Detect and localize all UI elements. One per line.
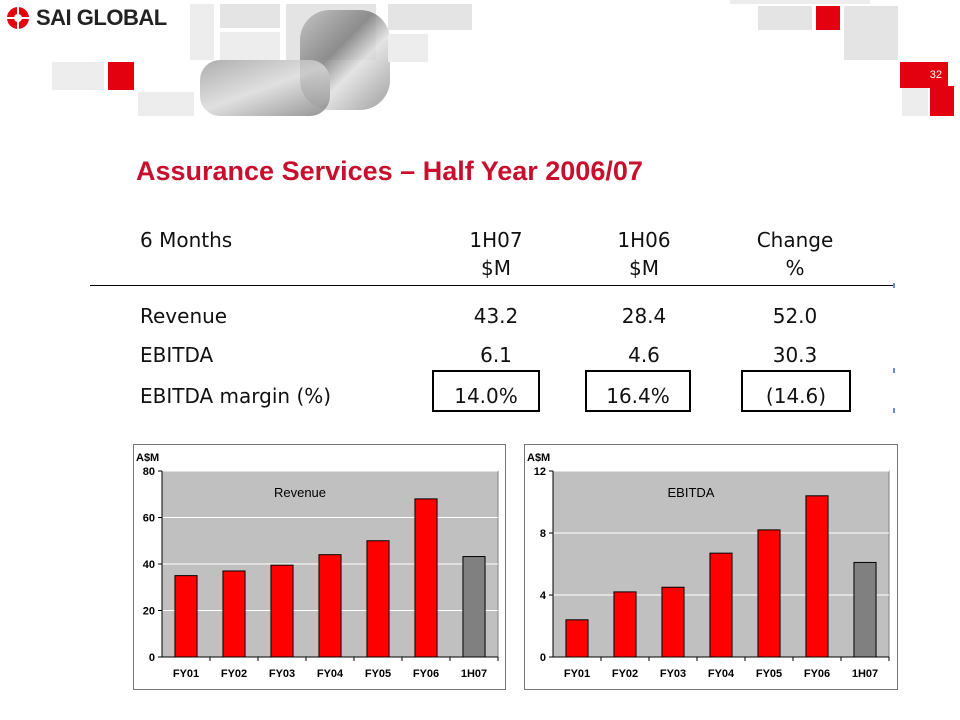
y-tick-label: 8 [540, 528, 546, 540]
marker-tick [893, 283, 895, 288]
y-tick-label: 80 [143, 466, 155, 478]
x-tick-label: FY01 [564, 668, 590, 680]
row-change-value: 52.0 [772, 304, 818, 328]
x-tick-label: FY03 [269, 668, 295, 680]
marker-tick [893, 408, 895, 413]
row-1h06-value: 28.4 [621, 304, 667, 328]
bar [222, 570, 246, 658]
row-1h06-value: 16.4% [606, 384, 670, 408]
bar [366, 540, 390, 658]
y-axis-label: A$M [527, 452, 550, 464]
bar [853, 561, 877, 658]
ebitda-chart: A$M 0 4 8 12 FY01 FY02 FY03 FY04 FY05 FY06 1H07 EBIT… [524, 444, 898, 690]
header-divider [90, 285, 894, 286]
x-tick-label: FY03 [660, 668, 686, 680]
bar [613, 591, 637, 658]
row-1h07-value: 6.1 [480, 343, 512, 367]
page-title: Assurance Services – Half Year 2006/07 [136, 156, 643, 186]
header-1h07: 1H07 [469, 228, 523, 252]
x-tick-label: FY01 [173, 668, 199, 680]
y-tick-label: 60 [143, 513, 155, 525]
y-tick-label: 40 [143, 559, 155, 571]
bar [414, 498, 438, 658]
header-change-unit: % [785, 256, 805, 280]
x-tick-label: FY02 [221, 668, 247, 680]
chart-title: EBITDA [668, 485, 715, 500]
bar [757, 529, 781, 658]
bar [805, 495, 829, 658]
y-axis-label: A$M [136, 452, 159, 464]
x-tick-label: FY04 [708, 668, 735, 680]
row-change-value: (14.6) [765, 384, 827, 408]
y-tick-label: 0 [540, 652, 546, 664]
y-tick-label: 4 [540, 590, 547, 602]
sai-logo-icon [7, 7, 29, 29]
bar [565, 619, 589, 658]
header-change: Change [756, 228, 834, 252]
y-tick-label: 0 [149, 652, 155, 664]
bar [462, 556, 486, 658]
header-1h07-unit: $M [481, 256, 511, 280]
bar [174, 575, 198, 658]
revenue-chart-svg: A$M 0 20 40 60 80 FY01 FY02 FY03 FY04 FY05 FY06 1H07… [136, 452, 499, 680]
bar [709, 552, 733, 658]
revenue-chart: A$M 0 20 40 60 80 FY01 FY02 FY03 FY04 FY05 FY06 1H07… [133, 444, 506, 690]
y-tick-label: 20 [143, 606, 155, 618]
highlight-box-1h07 [432, 370, 540, 412]
row-1h07-value: 14.0% [454, 384, 518, 408]
row-label: EBITDA [140, 343, 214, 367]
y-tick-label: 12 [534, 466, 546, 478]
x-tick-label: FY05 [756, 668, 782, 680]
highlight-box-1h06 [585, 370, 691, 412]
bar [661, 586, 685, 658]
x-tick-label: FY04 [317, 668, 344, 680]
chart-title: Revenue [274, 485, 326, 500]
header-period: 6 Months [140, 228, 233, 252]
row-label: EBITDA margin (%) [140, 384, 332, 408]
logo-text: SAI GLOBAL [36, 5, 167, 30]
slide-number: 32 [900, 62, 948, 88]
row-label: Revenue [140, 304, 228, 328]
x-tick-label: FY02 [612, 668, 638, 680]
x-tick-label: FY06 [413, 668, 439, 680]
row-1h07-value: 43.2 [473, 304, 519, 328]
x-tick-label: 1H07 [852, 668, 878, 680]
highlight-box-change [741, 370, 851, 412]
marker-tick [893, 368, 895, 373]
header-1h06-unit: $M [629, 256, 659, 280]
row-change-value: 30.3 [772, 343, 818, 367]
x-tick-label: 1H07 [461, 668, 487, 680]
x-tick-label: FY06 [804, 668, 830, 680]
header-1h06: 1H06 [617, 228, 671, 252]
bar [270, 564, 294, 658]
row-1h06-value: 4.6 [628, 343, 660, 367]
bar [318, 554, 342, 658]
ebitda-chart-svg: A$M 0 4 8 12 FY01 FY02 FY03 FY04 FY05 FY06 1H07 EBIT… [527, 452, 890, 680]
x-tick-label: FY05 [365, 668, 391, 680]
